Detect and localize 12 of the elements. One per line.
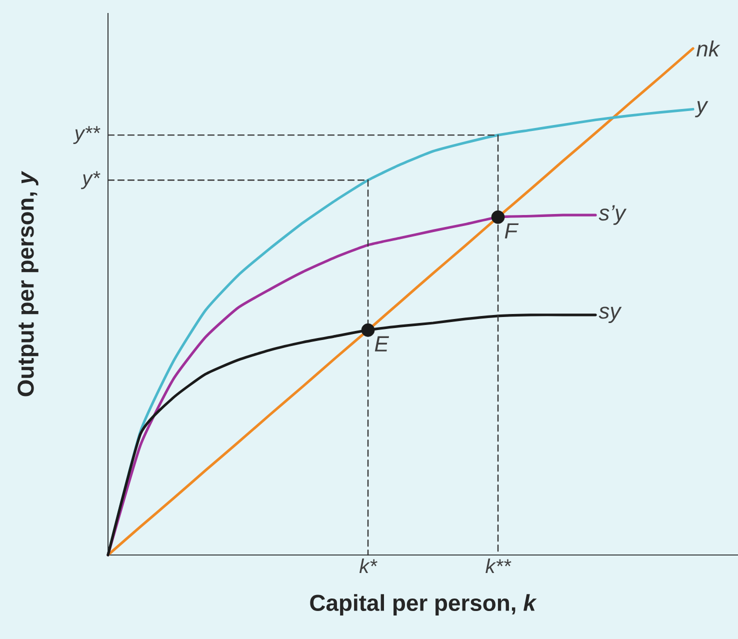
x-axis-title: Capital per person, k [310,594,537,616]
series-label: y* [80,171,100,190]
x-tick-label: k** [486,558,512,573]
x-tick-label: k* [359,558,378,573]
series-label: nk [696,40,720,56]
series-label: sy [598,306,622,324]
annotation: E [374,336,390,352]
series-label: y** [73,126,100,144]
series-label: s’y [598,205,627,225]
annotation: F [504,223,519,238]
series-label: y [694,101,708,118]
y-axis-title: Output per person, y [18,170,38,396]
